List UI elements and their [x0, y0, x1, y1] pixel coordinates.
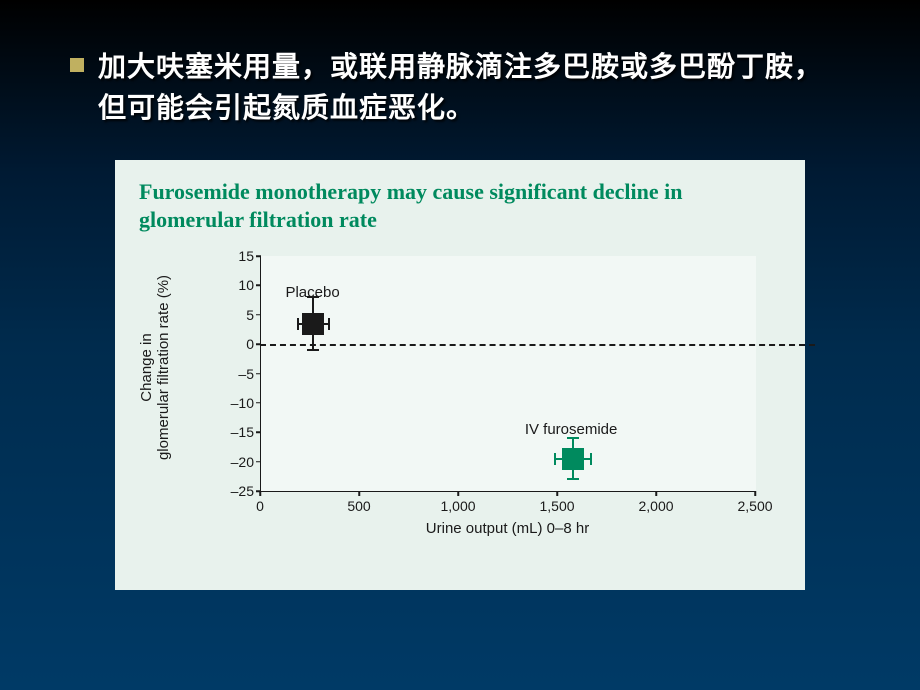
bullet-block: 加大呋塞米用量，或联用静脉滴注多巴胺或多巴酚丁胺，但可能会引起氮质血症恶化。: [70, 48, 850, 129]
y-tick-mark: [256, 255, 261, 257]
data-point-iv-furosemide: [562, 448, 584, 470]
y-tick-label: –10: [210, 395, 254, 411]
bullet-text: 加大呋塞米用量，或联用静脉滴注多巴胺或多巴酚丁胺，但可能会引起氮质血症恶化。: [98, 48, 850, 129]
y-tick-label: –20: [210, 454, 254, 470]
y-tick-label: 10: [210, 277, 254, 293]
y-tick-label: –25: [210, 483, 254, 499]
x-tick-mark: [259, 491, 261, 496]
error-cap: [554, 453, 556, 465]
y-tick-mark: [256, 402, 261, 404]
y-axis-label-line1: Change in: [138, 333, 155, 401]
x-tick-mark: [754, 491, 756, 496]
y-tick-label: –5: [210, 366, 254, 382]
y-axis-label: Change in glomerular filtration rate (%): [138, 250, 178, 485]
chart-panel: Furosemide monotherapy may cause signifi…: [115, 160, 805, 590]
x-tick-label: 1,000: [440, 498, 475, 514]
y-axis-label-line2: glomerular filtration rate (%): [155, 275, 172, 460]
x-tick-label: 2,500: [737, 498, 772, 514]
error-cap: [590, 453, 592, 465]
error-cap: [567, 478, 579, 480]
x-tick-mark: [358, 491, 360, 496]
slide: 加大呋塞米用量，或联用静脉滴注多巴胺或多巴酚丁胺，但可能会引起氮质血症恶化。 F…: [0, 0, 920, 690]
error-cap: [297, 318, 299, 330]
x-tick-label: 2,000: [638, 498, 673, 514]
error-cap: [328, 318, 330, 330]
x-tick-mark: [655, 491, 657, 496]
y-tick-label: –15: [210, 424, 254, 440]
y-tick-mark: [256, 432, 261, 434]
y-tick-label: 0: [210, 336, 254, 352]
y-tick-label: 5: [210, 307, 254, 323]
y-tick-mark: [256, 314, 261, 316]
x-tick-mark: [457, 491, 459, 496]
x-tick-mark: [556, 491, 558, 496]
x-tick-label: 1,500: [539, 498, 574, 514]
zero-reference-line: [260, 344, 815, 346]
x-axis-label: Urine output (mL) 0–8 hr: [260, 520, 755, 537]
y-tick-label: 15: [210, 248, 254, 264]
y-tick-mark: [256, 461, 261, 463]
y-tick-mark: [256, 373, 261, 375]
data-label-placebo: Placebo: [285, 284, 339, 301]
y-tick-mark: [256, 285, 261, 287]
x-tick-label: 0: [256, 498, 264, 514]
x-tick-label: 500: [347, 498, 370, 514]
data-label-iv-furosemide: IV furosemide: [525, 421, 618, 438]
plot-wrap: Change in glomerular filtration rate (%)…: [210, 250, 765, 535]
error-cap: [307, 349, 319, 351]
data-point-placebo: [302, 313, 324, 335]
bullet-marker-icon: [70, 58, 84, 72]
chart-title: Furosemide monotherapy may cause signifi…: [139, 178, 785, 233]
